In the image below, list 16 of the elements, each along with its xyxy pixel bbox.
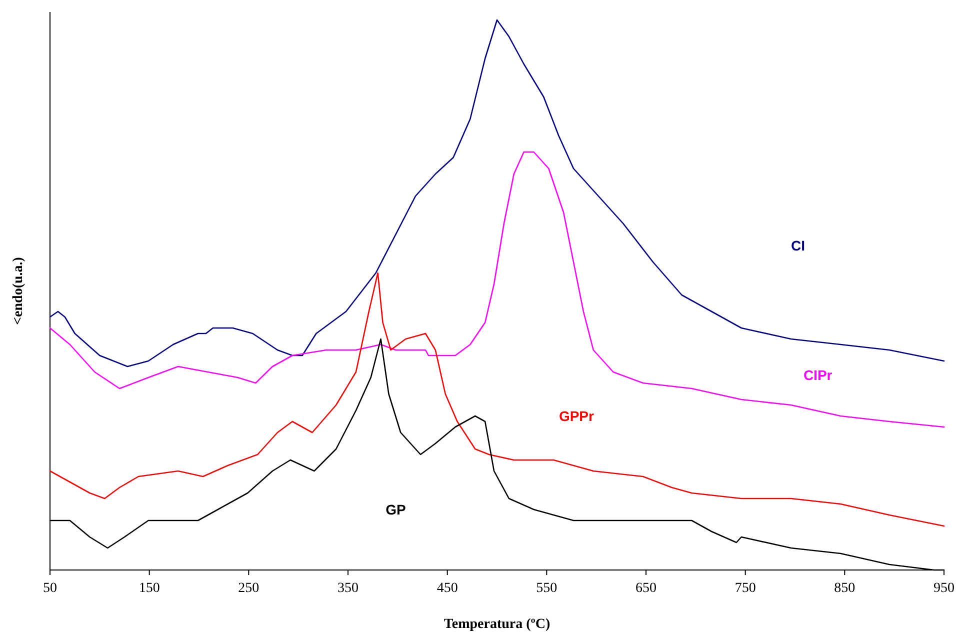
x-tick-label: 450	[436, 581, 458, 596]
x-tick-label: 650	[636, 581, 656, 596]
x-tick-label: 50	[43, 581, 57, 596]
x-tick-label: 150	[138, 581, 160, 596]
x-tick-label: 550	[536, 581, 558, 596]
x-tick-label: 250	[238, 581, 260, 596]
x-tick-label: 750	[734, 581, 756, 596]
text: GPPr	[558, 408, 595, 424]
x-tick-label: 350	[338, 581, 358, 596]
x-tick-label: 850	[834, 581, 856, 596]
text: CI	[790, 238, 805, 254]
y-axis-title: <endo(u.a.)	[11, 256, 26, 325]
text: GP	[386, 502, 406, 518]
series-label: CIPr	[803, 366, 833, 383]
x-axis-title: Temperatura (ºC)	[444, 617, 551, 632]
x-tick-label: 950	[934, 581, 954, 596]
